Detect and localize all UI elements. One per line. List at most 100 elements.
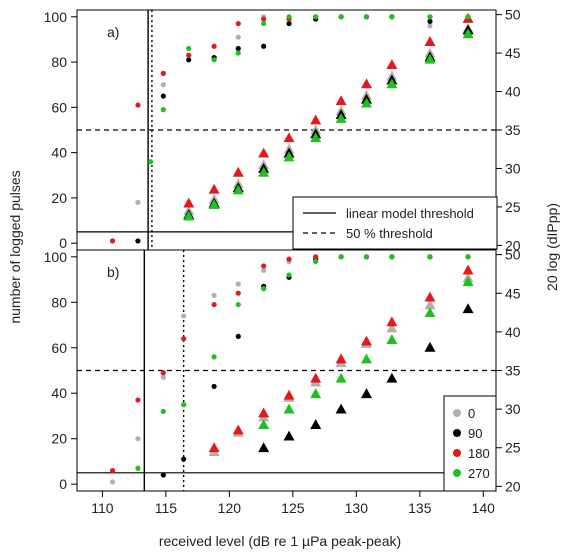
y-tick-label-right: 45 <box>505 285 521 301</box>
dipp-point-180 <box>462 264 474 275</box>
pulse-point-90 <box>186 57 192 63</box>
panel-label: a) <box>107 24 119 40</box>
pulse-point-180 <box>160 70 166 76</box>
pulse-point-270 <box>235 50 241 56</box>
dipp-point-270 <box>386 334 398 345</box>
dipp-point-180 <box>424 36 436 46</box>
pulse-point-90 <box>135 238 141 244</box>
pulse-point-0 <box>427 23 433 29</box>
y-tick-label-left: 20 <box>51 190 67 206</box>
pulse-point-90 <box>211 383 217 390</box>
dipp-point-270 <box>258 419 270 429</box>
pulse-point-270 <box>465 254 471 260</box>
pulse-point-0 <box>261 267 267 274</box>
y-tick-label-left: 0 <box>59 476 67 492</box>
pulse-point-270 <box>363 254 370 260</box>
pulse-point-90 <box>235 333 241 339</box>
dipp-point-180 <box>424 291 436 302</box>
pulse-point-90 <box>427 18 433 24</box>
dipp-point-270 <box>424 53 436 64</box>
pulse-point-0 <box>109 479 116 485</box>
dipp-point-270 <box>283 403 295 414</box>
pulse-point-90 <box>261 43 267 49</box>
dipp-point-270 <box>208 199 220 210</box>
pulse-point-270 <box>313 258 319 264</box>
pulse-point-270 <box>389 254 395 260</box>
dipp-point-270 <box>462 276 474 287</box>
dipp-point-180 <box>360 78 372 89</box>
pulse-point-270 <box>427 14 433 20</box>
pulse-point-270 <box>286 14 292 20</box>
dipp-point-90 <box>424 341 436 352</box>
pulse-point-180 <box>211 43 217 49</box>
pulse-point-180 <box>135 397 141 403</box>
dipp-point-180 <box>183 197 195 208</box>
y-tick-label-left: 80 <box>51 294 67 310</box>
legend-swatch-270 <box>453 469 461 477</box>
pulse-point-0 <box>135 436 141 442</box>
pulse-point-180 <box>109 238 116 244</box>
y-tick-label-left: 40 <box>51 145 67 161</box>
dipp-point-180 <box>335 95 347 106</box>
legend-swatch-90 <box>453 429 461 437</box>
pulse-point-270 <box>160 107 166 113</box>
panels: 0 20 40 60 80 100 20 25 30 35 40 45 50 a) linear model… <box>44 7 521 516</box>
y-tick-label-right: 50 <box>505 247 521 263</box>
dipp-point-90 <box>360 388 372 399</box>
panel-b: 0 20 40 60 80 100 20 25 30 35 40 45 50 110 115 120 125 13… <box>44 247 521 516</box>
dipp-point-270 <box>310 132 322 143</box>
dipp-point-270 <box>462 28 474 39</box>
legend-swatch-0 <box>453 409 461 417</box>
pulse-point-180 <box>261 16 267 22</box>
pulse-point-270 <box>211 57 217 63</box>
dipp-point-270 <box>360 353 372 364</box>
pulse-point-270 <box>363 14 370 20</box>
pulse-point-270 <box>235 301 241 308</box>
y-tick-label-left: 100 <box>44 249 68 265</box>
legend-label-180: 180 <box>468 446 490 461</box>
pulse-point-180 <box>160 370 166 376</box>
pulse-point-180 <box>313 254 319 260</box>
dipp-point-0 <box>424 299 436 310</box>
angle-legend-box <box>443 395 497 492</box>
dipp-point-270 <box>258 166 270 177</box>
dipp-point-270 <box>183 210 195 221</box>
dipp-point-90 <box>258 442 270 453</box>
dipp-point-90 <box>283 430 295 441</box>
dipp-point-270 <box>310 388 322 399</box>
pulse-point-270 <box>181 402 187 408</box>
line-legend: linear model threshold 50 % threshold <box>292 196 498 250</box>
pulse-point-180 <box>135 102 141 108</box>
panel-a: 0 20 40 60 80 100 20 25 30 35 40 45 50 a) linear model… <box>44 7 521 254</box>
x-tick-label: 115 <box>155 500 178 516</box>
line-legend-box <box>292 196 498 250</box>
dipp-point-180 <box>386 59 398 70</box>
pulse-point-270 <box>465 14 471 20</box>
y-tick-label-left: 0 <box>59 235 67 251</box>
pulse-point-180 <box>261 263 267 269</box>
pulse-point-0 <box>160 374 166 380</box>
x-axis-label: received level (dB re 1 µPa peak-peak) <box>159 533 401 549</box>
y-tick-label-right: 20 <box>505 237 521 253</box>
x-tick-label: 110 <box>91 500 114 516</box>
dipp-point-180 <box>232 166 244 177</box>
pulse-point-90 <box>160 93 166 99</box>
y-tick-label-right: 35 <box>505 363 521 379</box>
dipp-point-270 <box>360 97 372 108</box>
y-tick-label-left: 60 <box>51 99 67 115</box>
pulse-point-0 <box>211 292 217 299</box>
angle-legend: 0 90 180 270 <box>443 395 497 492</box>
legend-swatch-180 <box>453 449 461 457</box>
pulse-point-180 <box>211 301 217 308</box>
x-tick-label: 120 <box>218 500 242 516</box>
pulse-point-270 <box>286 272 292 278</box>
dipp-point-270 <box>232 184 244 195</box>
legend-label-0: 0 <box>468 406 475 421</box>
dipp-point-180 <box>208 183 220 194</box>
pulse-point-270 <box>389 14 395 20</box>
y-tick-label-right: 30 <box>505 160 521 176</box>
y-tick-label-right: 35 <box>505 122 521 138</box>
dipp-point-270 <box>424 307 436 317</box>
dipp-point-180 <box>360 335 372 346</box>
